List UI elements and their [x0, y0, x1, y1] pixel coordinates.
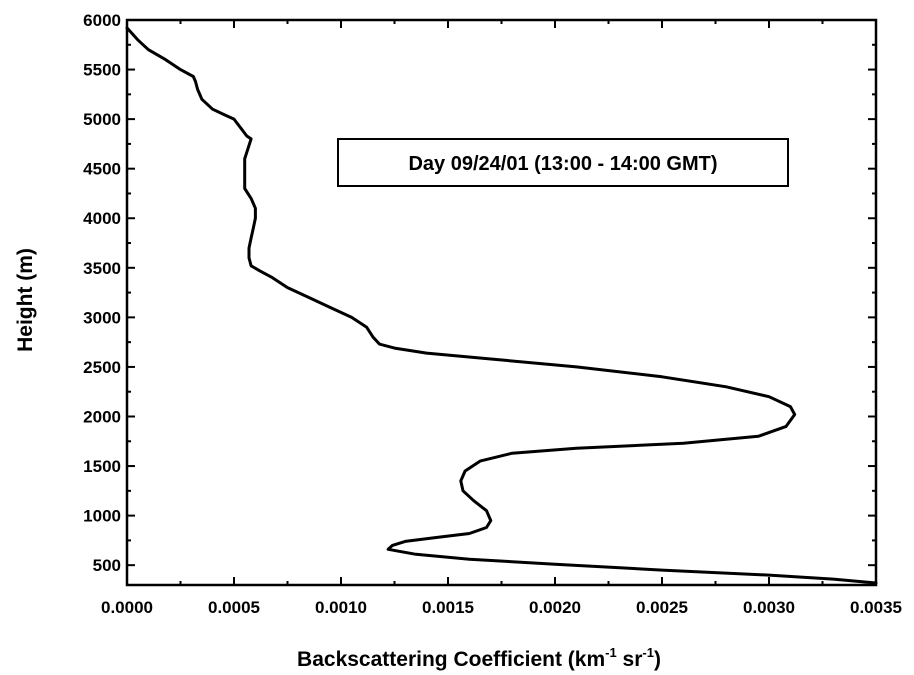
y-tick-label: 500 [93, 556, 121, 575]
x-tick-label: 0.0035 [850, 598, 902, 617]
series-line [125, 26, 878, 585]
plot-frame [125, 18, 878, 587]
x-axis-title-end: ) [654, 648, 661, 671]
x-tick-label: 0.0030 [743, 598, 795, 617]
y-tick-label: 3500 [83, 259, 121, 278]
x-tick-label: 0.0020 [529, 598, 581, 617]
x-axis-title-main: Backscattering Coefficient (km [297, 648, 605, 671]
x-axis-title: Backscattering Coefficient (km-1 sr-1) [297, 645, 661, 671]
y-tick-label: 5000 [83, 110, 121, 129]
ticks-layer: 0.0000 0.0005 0.0010 0.0015 0.0020 0.0025 0.00… [83, 11, 902, 617]
legend-box [337, 138, 789, 187]
legend: Day 09/24/01 (13:00 - 14:00 GMT) [337, 138, 789, 187]
legend-label: Day 09/24/01 (13:00 - 14:00 GMT) [408, 153, 717, 175]
y-tick-label: 4000 [83, 209, 121, 228]
x-tick-label: 0.0025 [636, 598, 688, 617]
y-tick-label: 6000 [83, 11, 121, 30]
y-tick-label: 2000 [83, 407, 121, 426]
x-tick-label: 0.0015 [422, 598, 474, 617]
x-tick-label: 0.0005 [208, 598, 260, 617]
x-axis-title-sup1: -1 [605, 645, 617, 660]
y-tick-label: 5500 [83, 61, 121, 80]
y-tick-label: 1000 [83, 507, 121, 526]
x-axis-title-sup2: -1 [642, 645, 654, 660]
y-axis-title: Height (m) [14, 248, 37, 352]
x-tick-label: 0.0010 [315, 598, 367, 617]
y-tick-label: 1500 [83, 457, 121, 476]
x-axis-title-mid: sr [617, 648, 643, 671]
y-tick-label: 3000 [83, 308, 121, 327]
x-tick-label: 0.0000 [101, 598, 153, 617]
y-tick-label: 2500 [83, 358, 121, 377]
y-tick-label: 4500 [83, 160, 121, 179]
